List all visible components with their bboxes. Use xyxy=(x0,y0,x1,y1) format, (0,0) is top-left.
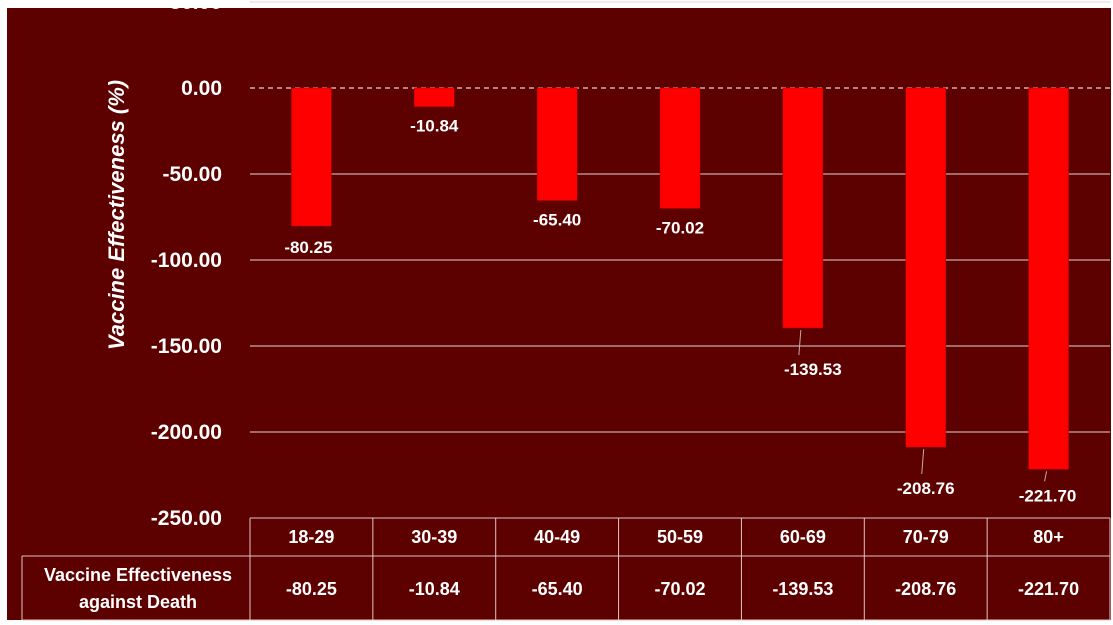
data-label-leader xyxy=(921,449,925,475)
table-row-header: Vaccine Effectiveness xyxy=(44,565,232,585)
y-tick-label: -250.00 xyxy=(151,507,222,530)
table-row-header: against Death xyxy=(79,592,197,612)
table-cell-value: -139.53 xyxy=(772,579,833,599)
x-tick-label: 40-49 xyxy=(534,527,580,547)
data-label-leader xyxy=(1044,471,1048,482)
data-label: -65.40 xyxy=(533,210,581,229)
y-tick-label: -150.00 xyxy=(151,335,222,358)
data-label: -70.02 xyxy=(656,218,704,237)
data-label: -80.25 xyxy=(284,238,332,257)
table-cell-value: -10.84 xyxy=(409,579,460,599)
data-label: -221.70 xyxy=(1019,486,1077,505)
bar xyxy=(659,87,701,209)
data-label: -139.53 xyxy=(784,360,842,379)
y-tick-label: -50.00 xyxy=(162,163,222,186)
bar xyxy=(782,87,824,329)
bar xyxy=(905,87,946,448)
y-tick-label: 50.00 xyxy=(169,0,222,14)
bar xyxy=(291,87,332,227)
table-cell-value: -221.70 xyxy=(1018,579,1079,599)
x-tick-label: 30-39 xyxy=(411,527,457,547)
x-tick-label: 60-69 xyxy=(780,527,826,547)
bar xyxy=(1028,87,1069,470)
y-tick-label: 0.00 xyxy=(181,77,222,100)
x-tick-label: 18-29 xyxy=(288,527,334,547)
table-cell-value: -208.76 xyxy=(895,579,956,599)
data-label: -10.84 xyxy=(410,117,459,136)
data-label-leader xyxy=(798,329,802,356)
y-tick-label: -200.00 xyxy=(151,421,222,444)
x-tick-label: 70-79 xyxy=(903,527,949,547)
bar xyxy=(536,87,578,201)
data-label: -208.76 xyxy=(897,479,955,498)
bar xyxy=(414,87,455,107)
table-cell-value: -65.40 xyxy=(532,579,583,599)
x-tick-label: 50-59 xyxy=(657,527,703,547)
table-cell-value: -80.25 xyxy=(286,579,337,599)
y-tick-label: -100.00 xyxy=(151,249,222,272)
table-cell-value: -70.02 xyxy=(654,579,705,599)
x-tick-label: 80+ xyxy=(1033,527,1064,547)
